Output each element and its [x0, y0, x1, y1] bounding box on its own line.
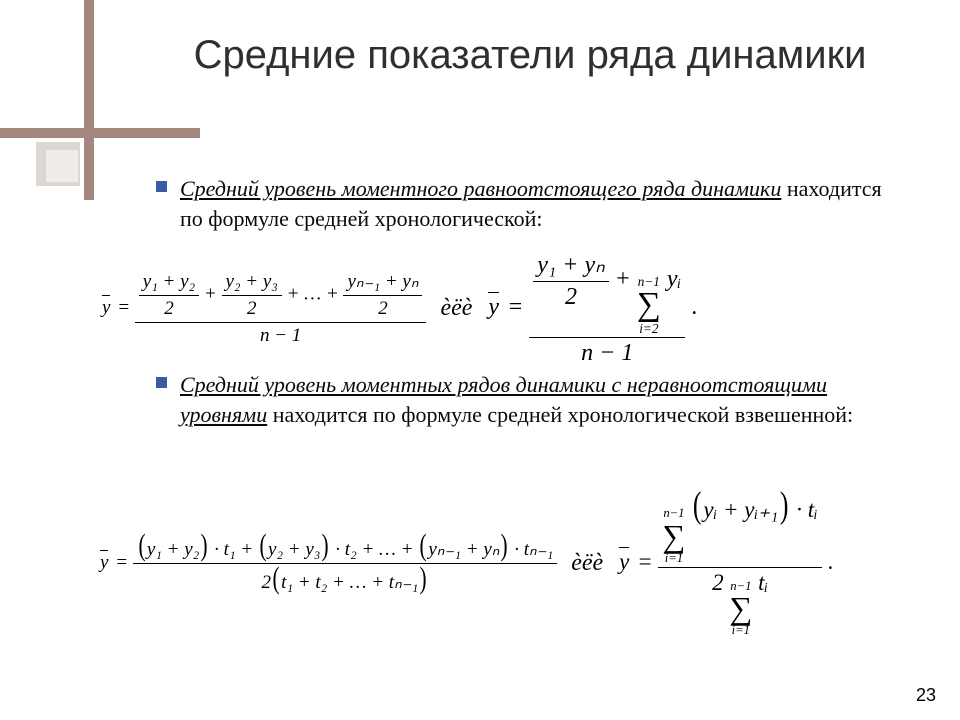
sum-bot: i=1 — [665, 552, 683, 565]
f2-left-num: (y₁ + y₂) · t₁ + (y₂ + y₃) · t₂ + … + (y… — [133, 533, 557, 561]
page-number: 23 — [916, 685, 936, 706]
term1: y₁ + y₂ 2 — [139, 271, 199, 320]
den-lead: 2 — [712, 570, 724, 595]
f2-right-frac: n−1 ∑ i=1 (yᵢ + yᵢ₊₁) · tᵢ 2 n−1 ∑ i=1 — [658, 490, 821, 637]
ybar: y — [617, 549, 631, 575]
f1-left-num: y₁ + y₂ 2 + y₂ + y₃ 2 + … + yₙ₋₁ + y — [135, 270, 427, 320]
plus: + — [401, 539, 419, 560]
slide-title: Средние показатели ряда динамики — [180, 32, 880, 78]
deco-bar-horizontal — [0, 128, 200, 138]
f1-left-frac: y₁ + y₂ 2 + y₂ + y₃ 2 + … + yₙ₋₁ + y — [135, 270, 427, 347]
first-term-den: 2 — [561, 284, 581, 311]
plus: + — [287, 283, 305, 304]
f1-right: y = y₁ + yₙ 2 + n−1 ∑ i=2 yᵢ — [486, 250, 697, 367]
deco-bar-vertical — [84, 0, 94, 200]
eq: = — [115, 552, 133, 573]
f2-left-frac: (y₁ + y₂) · t₁ + (y₂ + y₃) · t₂ + … + (y… — [133, 533, 557, 594]
bullet-2: Средний уровень моментных рядов динамики… — [180, 370, 900, 429]
plus: + — [615, 266, 637, 292]
first-term: y₁ + yₙ 2 — [533, 250, 608, 311]
connector-1: èëè — [426, 295, 486, 322]
term3-den: 2 — [374, 298, 392, 320]
den-sum-bot: i=1 — [732, 624, 750, 637]
f1-right-num: y₁ + yₙ 2 + n−1 ∑ i=2 yᵢ — [529, 250, 685, 335]
eq: = — [637, 549, 658, 574]
g3-t: tₙ₋₁ — [524, 539, 553, 560]
ybar: y — [100, 297, 112, 319]
dot: · — [796, 497, 802, 522]
plus: + — [240, 539, 258, 560]
formula-row-2: y = (y₁ + y₂) · t₁ + (y₂ + y₃) · t₂ + … … — [98, 490, 833, 637]
den-body: t₁ + t₂ + … + tₙ₋₁ — [281, 572, 418, 593]
f2-right: y = n−1 ∑ i=1 (yᵢ + yᵢ₊₁) · tᵢ 2 — [617, 490, 833, 637]
f1-right-den: n − 1 — [577, 340, 637, 367]
first-term-num: y₁ + yₙ — [533, 250, 608, 279]
term1-num: y₁ + y₂ — [139, 271, 199, 293]
connector-2: èëè — [557, 550, 617, 577]
formula-row-1: y = y₁ + y₂ 2 + y₂ + y₃ 2 + — [100, 250, 697, 367]
ybar: y — [486, 294, 501, 321]
bullet-square-icon — [156, 181, 167, 192]
g3-pair: yₙ₋₁ + yₙ — [428, 539, 499, 560]
plus: + — [326, 283, 344, 304]
plus: + — [361, 539, 379, 560]
f2-right-den: 2 n−1 ∑ i=1 tᵢ — [708, 570, 772, 638]
f1-right-frac: y₁ + yₙ 2 + n−1 ∑ i=2 yᵢ n − 1 — [529, 250, 685, 367]
bullet-1: Средний уровень моментного равноотстояще… — [180, 174, 900, 233]
dot: · — [335, 539, 340, 560]
f1-left: y = y₁ + y₂ 2 + y₂ + y₃ 2 + — [100, 270, 426, 347]
eq: = — [507, 294, 529, 320]
dot: · — [214, 539, 219, 560]
term1-den: 2 — [160, 298, 178, 320]
sum-icon: n−1 ∑ i=2 — [637, 275, 661, 335]
g1-t: t₁ — [224, 539, 236, 560]
f2-left-den: 2(t₁ + t₂ + … + tₙ₋₁) — [258, 566, 433, 594]
den-lead: 2 — [262, 572, 272, 593]
f1-left-den: n − 1 — [256, 325, 305, 347]
slide: Средние показатели ряда динамики Средний… — [0, 0, 960, 720]
dots: … — [379, 539, 396, 560]
period: . — [691, 294, 697, 320]
num-body-l: yᵢ + yᵢ₊₁ — [703, 497, 778, 522]
num-body-r: tᵢ — [808, 497, 818, 522]
f2-right-num: n−1 ∑ i=1 (yᵢ + yᵢ₊₁) · tᵢ — [658, 490, 821, 565]
eq: = — [117, 297, 135, 318]
deco-square-inner — [46, 150, 78, 182]
dot: · — [514, 539, 519, 560]
sum-icon: n−1 ∑ i=1 — [729, 580, 752, 638]
term3: yₙ₋₁ + yₙ 2 — [343, 270, 422, 320]
g2-t: t₂ — [345, 539, 357, 560]
sum-body: yᵢ — [667, 266, 681, 292]
g2-pair: y₂ + y₃ — [268, 539, 320, 560]
bullet-2-tail: находится по формуле средней хронологиче… — [267, 402, 853, 427]
term2-den: 2 — [243, 298, 261, 320]
plus: + — [204, 283, 222, 304]
sum-bot: i=2 — [639, 322, 658, 335]
dots: … — [304, 283, 321, 304]
ybar: y — [98, 552, 110, 574]
term2: y₂ + y₃ 2 — [222, 271, 282, 320]
bullet-1-lead: Средний уровень моментного равноотстояще… — [180, 176, 781, 201]
term3-num: yₙ₋₁ + yₙ — [343, 270, 422, 293]
f2-left: y = (y₁ + y₂) · t₁ + (y₂ + y₃) · t₂ + … … — [98, 533, 557, 594]
term2-num: y₂ + y₃ — [222, 271, 282, 293]
den-body: tᵢ — [758, 570, 768, 595]
bullet-square-icon — [156, 377, 167, 388]
sum-icon: n−1 ∑ i=1 — [662, 507, 685, 565]
period: . — [828, 549, 834, 574]
g1-pair: y₁ + y₂ — [147, 539, 199, 560]
